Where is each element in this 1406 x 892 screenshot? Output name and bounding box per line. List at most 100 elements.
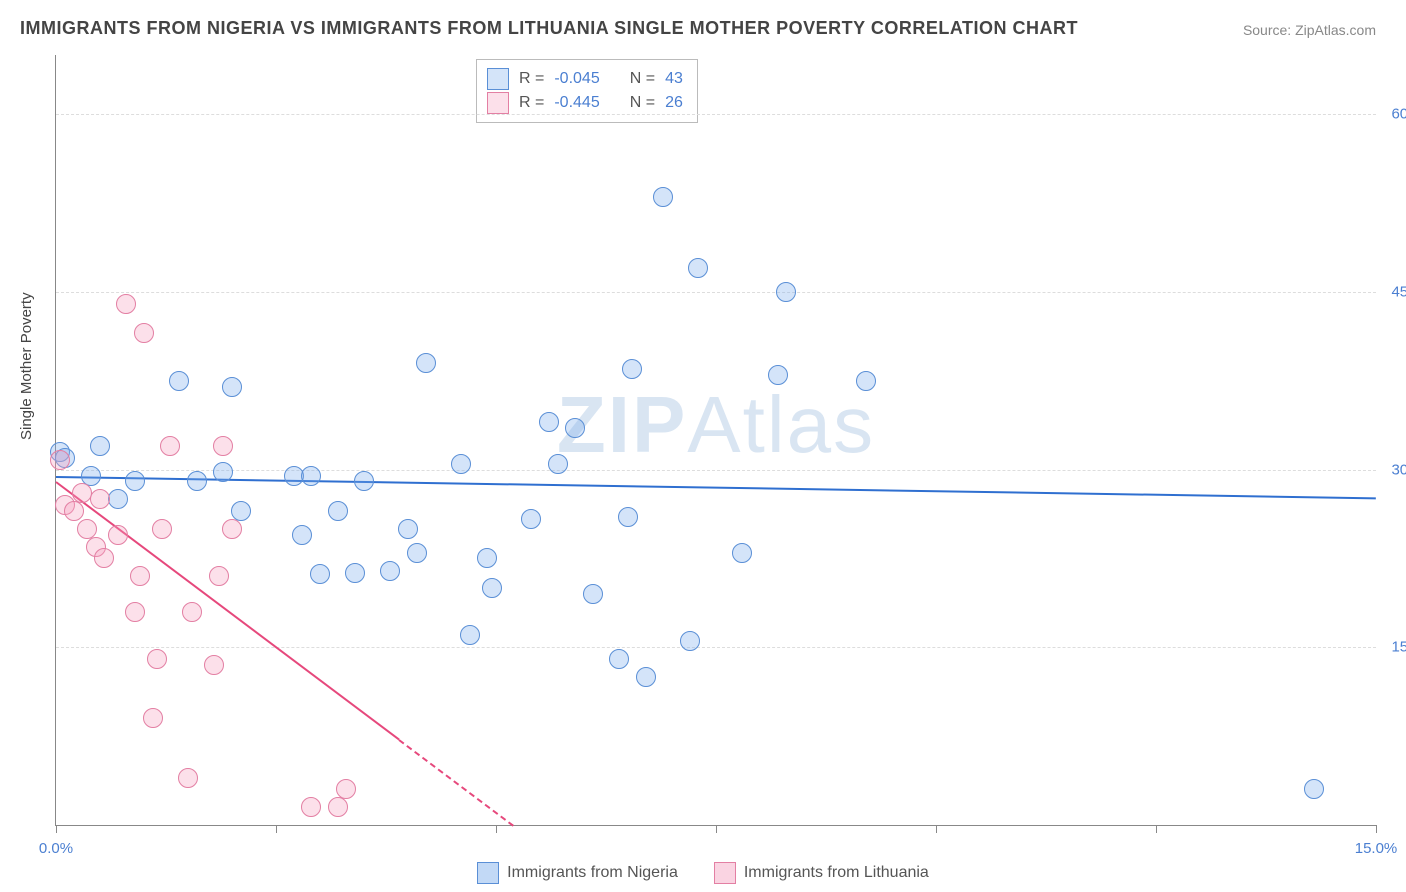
data-point: [354, 471, 374, 491]
r-value-lithuania: -0.445: [554, 94, 599, 112]
data-point: [130, 566, 150, 586]
gridline: [56, 647, 1376, 648]
trend-line: [399, 739, 515, 826]
trend-line: [56, 476, 1376, 499]
x-tick-label: 0.0%: [39, 840, 73, 857]
data-point: [583, 584, 603, 604]
legend-row-lithuania: R = -0.445 N = 26: [487, 92, 683, 114]
x-tick: [716, 825, 717, 833]
data-point: [108, 525, 128, 545]
data-point: [636, 667, 656, 687]
scatter-plot-area: ZIPAtlas R = -0.045 N = 43 R = -0.445 N …: [55, 55, 1376, 826]
n-label: N =: [630, 94, 655, 112]
data-point: [147, 649, 167, 669]
data-point: [460, 625, 480, 645]
bottom-legend-nigeria: Immigrants from Nigeria: [477, 862, 678, 884]
swatch-nigeria: [477, 862, 499, 884]
data-point: [328, 797, 348, 817]
data-point: [90, 489, 110, 509]
n-value-nigeria: 43: [665, 70, 683, 88]
data-point: [521, 509, 541, 529]
data-point: [301, 466, 321, 486]
x-tick: [56, 825, 57, 833]
y-tick-label: 45.0%: [1391, 283, 1406, 300]
gridline: [56, 114, 1376, 115]
y-tick-label: 60.0%: [1391, 106, 1406, 123]
data-point: [328, 501, 348, 521]
source-attribution: Source: ZipAtlas.com: [1243, 22, 1376, 38]
gridline: [56, 292, 1376, 293]
data-point: [618, 507, 638, 527]
data-point: [336, 779, 356, 799]
swatch-lithuania: [714, 862, 736, 884]
data-point: [204, 655, 224, 675]
legend-label-nigeria: Immigrants from Nigeria: [507, 864, 678, 882]
data-point: [398, 519, 418, 539]
x-tick: [1376, 825, 1377, 833]
n-label: N =: [630, 70, 655, 88]
data-point: [301, 797, 321, 817]
data-point: [451, 454, 471, 474]
data-point: [125, 602, 145, 622]
data-point: [292, 525, 312, 545]
data-point: [90, 436, 110, 456]
swatch-nigeria: [487, 68, 509, 90]
x-tick-label: 15.0%: [1355, 840, 1398, 857]
data-point: [416, 353, 436, 373]
x-tick: [1156, 825, 1157, 833]
x-tick: [276, 825, 277, 833]
legend-label-lithuania: Immigrants from Lithuania: [744, 864, 929, 882]
data-point: [94, 548, 114, 568]
r-label: R =: [519, 94, 544, 112]
chart-title: IMMIGRANTS FROM NIGERIA VS IMMIGRANTS FR…: [20, 18, 1078, 39]
data-point: [143, 708, 163, 728]
data-point: [622, 359, 642, 379]
legend-row-nigeria: R = -0.045 N = 43: [487, 68, 683, 90]
watermark: ZIPAtlas: [557, 379, 875, 471]
data-point: [125, 471, 145, 491]
data-point: [539, 412, 559, 432]
data-point: [182, 602, 202, 622]
data-point: [653, 187, 673, 207]
data-point: [609, 649, 629, 669]
data-point: [134, 323, 154, 343]
data-point: [213, 436, 233, 456]
swatch-lithuania: [487, 92, 509, 114]
data-point: [680, 631, 700, 651]
data-point: [732, 543, 752, 563]
data-point: [187, 471, 207, 491]
data-point: [222, 519, 242, 539]
data-point: [152, 519, 172, 539]
data-point: [160, 436, 180, 456]
n-value-lithuania: 26: [665, 94, 683, 112]
data-point: [688, 258, 708, 278]
data-point: [169, 371, 189, 391]
data-point: [565, 418, 585, 438]
data-point: [222, 377, 242, 397]
data-point: [64, 501, 84, 521]
x-tick: [936, 825, 937, 833]
bottom-legend: Immigrants from Nigeria Immigrants from …: [0, 862, 1406, 884]
r-label: R =: [519, 70, 544, 88]
data-point: [548, 454, 568, 474]
data-point: [108, 489, 128, 509]
gridline: [56, 470, 1376, 471]
data-point: [50, 450, 70, 470]
data-point: [1304, 779, 1324, 799]
data-point: [856, 371, 876, 391]
data-point: [345, 563, 365, 583]
data-point: [209, 566, 229, 586]
y-axis-label: Single Mother Poverty: [18, 292, 35, 440]
data-point: [310, 564, 330, 584]
data-point: [776, 282, 796, 302]
data-point: [477, 548, 497, 568]
data-point: [178, 768, 198, 788]
data-point: [768, 365, 788, 385]
bottom-legend-lithuania: Immigrants from Lithuania: [714, 862, 929, 884]
y-tick-label: 30.0%: [1391, 461, 1406, 478]
data-point: [116, 294, 136, 314]
y-tick-label: 15.0%: [1391, 639, 1406, 656]
data-point: [213, 462, 233, 482]
r-value-nigeria: -0.045: [554, 70, 599, 88]
data-point: [380, 561, 400, 581]
